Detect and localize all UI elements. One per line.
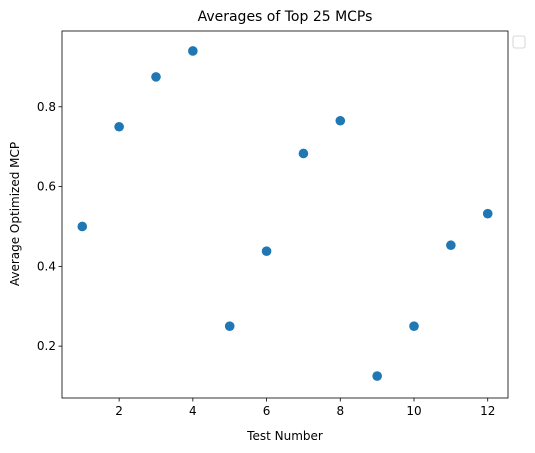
chart-title: Averages of Top 25 MCPs xyxy=(198,9,373,25)
x-axis-label: Test Number xyxy=(246,429,323,443)
data-point xyxy=(77,221,88,232)
x-axis-ticks: 2 4 6 8 10 12 xyxy=(115,398,495,418)
data-points xyxy=(77,46,493,381)
data-point xyxy=(224,321,235,331)
data-point xyxy=(114,121,124,132)
x-tick-label: 8 xyxy=(336,404,344,418)
data-point xyxy=(446,240,456,251)
data-point xyxy=(261,246,272,256)
y-tick-label: 0.2 xyxy=(37,339,56,353)
x-tick-label: 2 xyxy=(115,404,123,418)
data-point xyxy=(372,371,382,381)
data-point xyxy=(151,72,161,82)
x-tick-label: 4 xyxy=(189,404,197,418)
y-tick-label: 0.4 xyxy=(37,259,56,273)
plot-frame xyxy=(61,30,509,399)
y-tick-label: 0.6 xyxy=(37,180,56,194)
data-point xyxy=(335,115,346,126)
y-axis-ticks: 0.2 0.4 0.6 0.8 xyxy=(37,100,62,353)
legend-box xyxy=(512,35,526,49)
x-tick-label: 10 xyxy=(406,404,421,418)
y-axis-label: Average Optimized MCP xyxy=(8,142,22,286)
x-tick-label: 12 xyxy=(480,404,495,418)
data-point xyxy=(409,321,419,331)
x-tick-label: 6 xyxy=(263,404,271,418)
data-point xyxy=(188,46,198,56)
y-tick-label: 0.8 xyxy=(37,100,56,114)
data-point xyxy=(298,148,309,159)
data-point xyxy=(482,208,493,219)
